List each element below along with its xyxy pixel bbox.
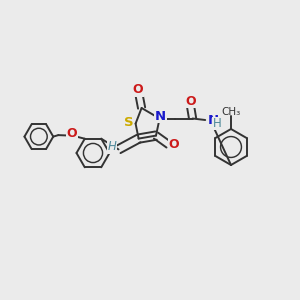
Text: CH₃: CH₃	[221, 107, 241, 117]
Text: O: O	[133, 83, 143, 97]
Text: H: H	[107, 140, 116, 154]
Text: O: O	[169, 138, 179, 151]
Text: N: N	[155, 110, 166, 123]
Text: O: O	[185, 94, 196, 108]
Text: H: H	[212, 117, 221, 130]
Text: S: S	[124, 116, 134, 130]
Text: N: N	[208, 113, 219, 127]
Text: O: O	[67, 127, 77, 140]
